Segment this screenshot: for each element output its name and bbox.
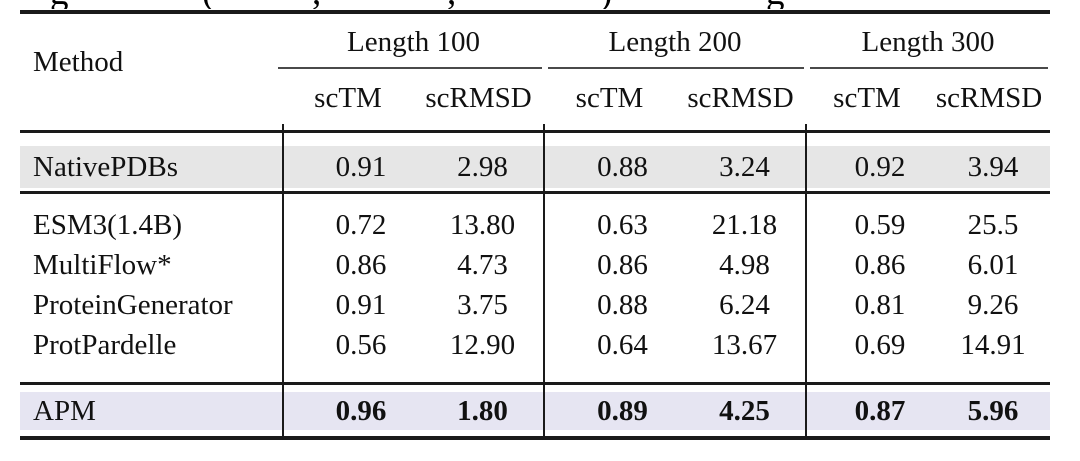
value-cell: 4.25 [719,394,770,427]
sub-header-row: scTM scRMSD scTM scRMSD scTM scRMSD [20,76,1050,120]
table-row: NativePDBs 0.91 2.98 0.88 3.24 0.92 3.94 [20,146,1050,188]
group-header-length-300: Length 300 [861,26,995,58]
vertical-rule-3 [805,124,807,438]
rule-before-apm [20,382,1050,385]
value-cell: 0.86 [854,248,906,281]
method-cell: NativePDBs [33,150,178,183]
value-cell: 0.88 [597,288,648,321]
value-cell: 3.24 [719,150,770,183]
value-cell: 0.59 [854,208,906,241]
value-cell: 0.89 [597,394,648,427]
value-cell: 25.5 [967,208,1019,241]
bottom-rule [20,436,1050,440]
rule-after-nativepdbs [20,191,1050,194]
vertical-rule-1 [282,124,284,438]
sub-header-scrmsd: scRMSD [935,82,1043,114]
group-header-length-100: Length 100 [347,26,480,58]
value-cell: 0.91 [335,150,387,183]
table-row: ProtPardelle 0.56 12.90 0.64 13.67 0.69 14.91 [20,325,1050,365]
group-header-length-200: Length 200 [608,26,742,58]
value-cell: 0.92 [854,150,906,183]
method-cell: ProteinGenerator [33,288,233,321]
sub-header-scrmsd: scRMSD [425,82,532,114]
value-cell: 12.90 [449,328,516,361]
spacer-cell [20,76,283,120]
value-cell: 6.01 [967,248,1019,281]
value-cell: 3.94 [967,150,1019,183]
cmidrule-length-200 [548,67,804,69]
value-cell: 0.56 [335,328,387,361]
value-cell: 2.98 [457,150,508,183]
caption-fragment: g [766,0,785,9]
value-cell: 0.69 [854,328,906,361]
method-cell: APM [33,394,96,427]
sub-header-sctm: scTM [314,82,382,114]
value-cell: 0.63 [597,208,648,241]
section-reference-rows: NativePDBs 0.91 2.98 0.88 3.24 0.92 3.94 [20,146,1050,188]
clipped-caption: g ( , , ) g [0,0,1080,9]
value-cell: 0.87 [854,394,906,427]
caption-fragment: ) [600,0,612,9]
value-cell: 13.80 [449,208,516,241]
cmidrule-length-300 [810,67,1048,69]
section-baseline-rows: ESM3(1.4B) 0.72 13.80 0.63 21.18 0.59 25.5 Mult… [20,205,1050,365]
value-cell: 0.86 [335,248,387,281]
cmidrule-length-100 [278,67,542,69]
value-cell: 0.64 [597,328,648,361]
value-cell: 0.91 [335,288,387,321]
method-cell: ProtPardelle [33,328,177,361]
caption-fragment: ( [202,0,214,9]
sub-header-sctm: scTM [575,82,644,114]
vertical-rule-2 [543,124,545,438]
value-cell: 9.26 [967,288,1019,321]
table-row: ESM3(1.4B) 0.72 13.80 0.63 21.18 0.59 25.5 [20,205,1050,245]
caption-fragment: g [50,0,69,9]
value-cell: 5.96 [967,394,1019,427]
spacer-cell [20,18,283,66]
sub-header-sctm: scTM [833,82,901,114]
value-cell: 3.75 [457,288,508,321]
value-cell: 14.91 [960,328,1026,361]
table-row: MultiFlow* 0.86 4.73 0.86 4.98 0.86 6.01 [20,245,1050,285]
value-cell: 0.72 [335,208,387,241]
method-cell: MultiFlow* [33,248,172,281]
method-column-header: Method [33,46,124,78]
value-cell: 6.24 [719,288,770,321]
value-cell: 0.96 [335,394,387,427]
method-cell: ESM3(1.4B) [33,208,183,241]
value-cell: 0.86 [597,248,648,281]
value-cell: 4.98 [719,248,770,281]
sub-header-scrmsd: scRMSD [687,82,794,114]
value-cell: 0.88 [597,150,648,183]
group-header-row: Length 100 Length 200 Length 300 [20,18,1050,66]
caption-fragment: , [447,0,456,9]
section-ours-rows: APM 0.96 1.80 0.89 4.25 0.87 5.96 [20,392,1050,430]
value-cell: 1.80 [457,394,508,427]
value-cell: 4.73 [457,248,508,281]
table-row: ProteinGenerator 0.91 3.75 0.88 6.24 0.81 9.26 [20,285,1050,325]
value-cell: 21.18 [711,208,778,241]
caption-fragment: , [312,0,321,9]
header-bottom-rule [20,130,1050,133]
value-cell: 0.81 [854,288,906,321]
benchmark-table: Method Length 100 Length 200 Length 300 … [20,10,1050,444]
value-cell: 13.67 [711,328,778,361]
table-row: APM 0.96 1.80 0.89 4.25 0.87 5.96 [20,392,1050,430]
top-rule [20,10,1050,14]
